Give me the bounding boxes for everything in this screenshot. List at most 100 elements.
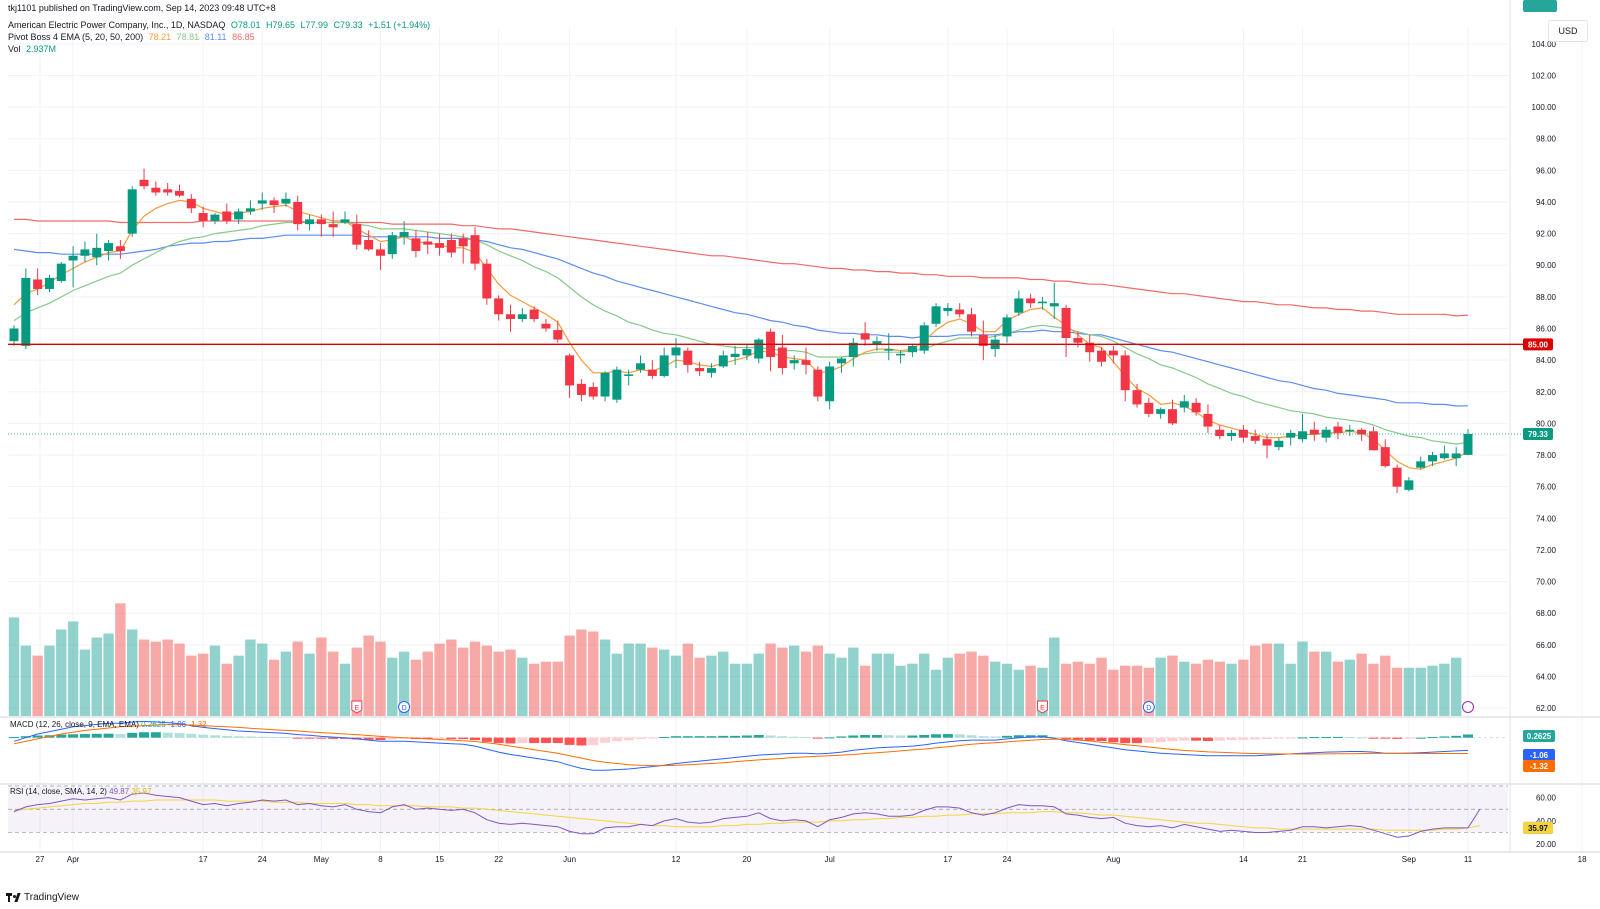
marker-letter: D (402, 705, 407, 712)
close-value: C79.33 (333, 20, 363, 30)
volume-bar (458, 647, 469, 716)
candle-body (1132, 390, 1142, 405)
publisher-line: tkj1101 published on TradingView.com, Se… (8, 3, 276, 13)
volume-bar (647, 647, 658, 716)
macd-histogram-bar (1309, 737, 1320, 739)
candle-body (1203, 413, 1213, 427)
macd-histogram-bar (647, 737, 658, 739)
macd-histogram-bar (789, 736, 800, 738)
time-tick-label: Apr (67, 855, 80, 864)
macd-histogram-bar (458, 737, 469, 740)
macd-histogram-bar (470, 737, 481, 741)
candle-body (44, 277, 54, 289)
candle-body (1156, 409, 1166, 414)
symbol-name: American Electric Power Company, Inc., 1… (8, 20, 226, 30)
macd-histogram-bar (600, 737, 611, 743)
volume-bar (1391, 667, 1403, 716)
currency-button[interactable]: USD (1548, 20, 1588, 42)
macd-signal-value: -1.32 (188, 720, 207, 729)
candle-body (1238, 429, 1248, 438)
macd-histogram-bar (919, 735, 930, 738)
volume-bar (387, 657, 398, 716)
macd-histogram-bar (1155, 737, 1166, 743)
earnings-marker[interactable]: E (1036, 700, 1048, 714)
flash-icon (1462, 701, 1474, 713)
earnings-marker-shape (1036, 700, 1048, 714)
ema-legend[interactable]: Pivot Boss 4 EMA (5, 20, 50, 200) 78.21 … (8, 32, 258, 43)
candle-body (1321, 429, 1331, 438)
ema-label: Pivot Boss 4 EMA (5, 20, 50, 200) (8, 32, 144, 42)
candle-body (151, 187, 161, 193)
volume-bar (1238, 659, 1249, 716)
dividend-marker[interactable]: D (1142, 701, 1155, 713)
time-tick-label: 24 (1003, 855, 1012, 864)
volume-bar (1155, 657, 1166, 716)
earnings-marker[interactable]: E (351, 700, 363, 714)
macd-histogram-bar (245, 736, 256, 738)
macd-signal-line (13, 724, 1468, 767)
time-tick-label: 22 (494, 855, 503, 864)
rsi-value: 49.87 (109, 787, 130, 796)
price-tick-label: 92.00 (1536, 230, 1557, 239)
dividend-marker[interactable]: D (398, 701, 411, 713)
symbol-legend[interactable]: American Electric Power Company, Inc., 1… (8, 20, 433, 31)
candle-body (1097, 350, 1107, 362)
macd-histogram-bar (233, 736, 244, 738)
high-value: H79.65 (265, 20, 295, 30)
volume-bar (540, 661, 552, 716)
macd-histogram-bar (363, 737, 374, 740)
macd-histogram-bar (812, 737, 823, 739)
price-tick-label: 86.00 (1536, 325, 1557, 334)
candle-body (1439, 453, 1449, 459)
volume-legend[interactable]: Vol 2.937M (8, 44, 59, 55)
candle-body (269, 200, 279, 206)
candle-body (92, 247, 102, 258)
price-tick-label: 102.00 (1532, 71, 1557, 80)
candle-body (198, 213, 208, 221)
macd-histogram-bar (682, 736, 693, 738)
volume-bar (930, 669, 942, 716)
volume-bar (1332, 661, 1344, 716)
volume-bar (1214, 661, 1225, 716)
macd-value-label: -1.32 (1530, 762, 1549, 771)
ema5-line (13, 199, 1469, 470)
macd-legend[interactable]: MACD (12, 26, close, 9, EMA, EMA) 0.2625… (10, 720, 207, 729)
volume-bar (304, 653, 315, 716)
price-axis[interactable]: 104.00 102.00 100.00 98.00 96.00 94.00 92.00 90… (1523, 0, 1557, 849)
candle-body (387, 235, 397, 255)
candle-body (1108, 350, 1118, 356)
last-price-tag (1523, 427, 1553, 440)
candle-body (1451, 453, 1461, 459)
macd-histogram-bar (552, 737, 563, 744)
macd-histogram-bar (1226, 737, 1237, 741)
candle-body (896, 353, 906, 356)
candle-body (754, 339, 764, 359)
volume-bar (800, 651, 812, 716)
candle-body (423, 241, 433, 245)
time-axis[interactable]: 27 Apr 17 24 May 8 15 22 Jun 12 20 Jul 17 24 Aug 14 21 Se… (36, 855, 1588, 864)
macd-histogram-bar (1132, 737, 1143, 744)
macd-histogram-bar (1463, 734, 1473, 738)
candle-body (257, 200, 267, 204)
candle-body (836, 358, 846, 364)
candle-body (80, 249, 90, 256)
volume-bar (588, 631, 599, 716)
volume-bar (658, 649, 670, 716)
candle-body (127, 189, 137, 234)
candle-body (588, 387, 598, 397)
price-tick-label: 62.00 (1536, 704, 1557, 713)
time-tick-label: 20 (742, 855, 751, 864)
volume-bar (883, 653, 894, 716)
candle-body (1404, 480, 1414, 490)
macd-histogram-bar (706, 736, 717, 738)
volume-bar (836, 657, 847, 716)
macd-histogram-bar (422, 737, 433, 740)
candle-body (884, 349, 894, 351)
macd-histogram-bar (292, 737, 303, 739)
rsi-legend[interactable]: RSI (14, close, SMA, 14, 2) 49.87 35.97 (10, 787, 151, 796)
macd-histogram-bar (659, 737, 670, 739)
candle-body (813, 369, 823, 397)
price-tick-label: 70.00 (1536, 578, 1557, 587)
